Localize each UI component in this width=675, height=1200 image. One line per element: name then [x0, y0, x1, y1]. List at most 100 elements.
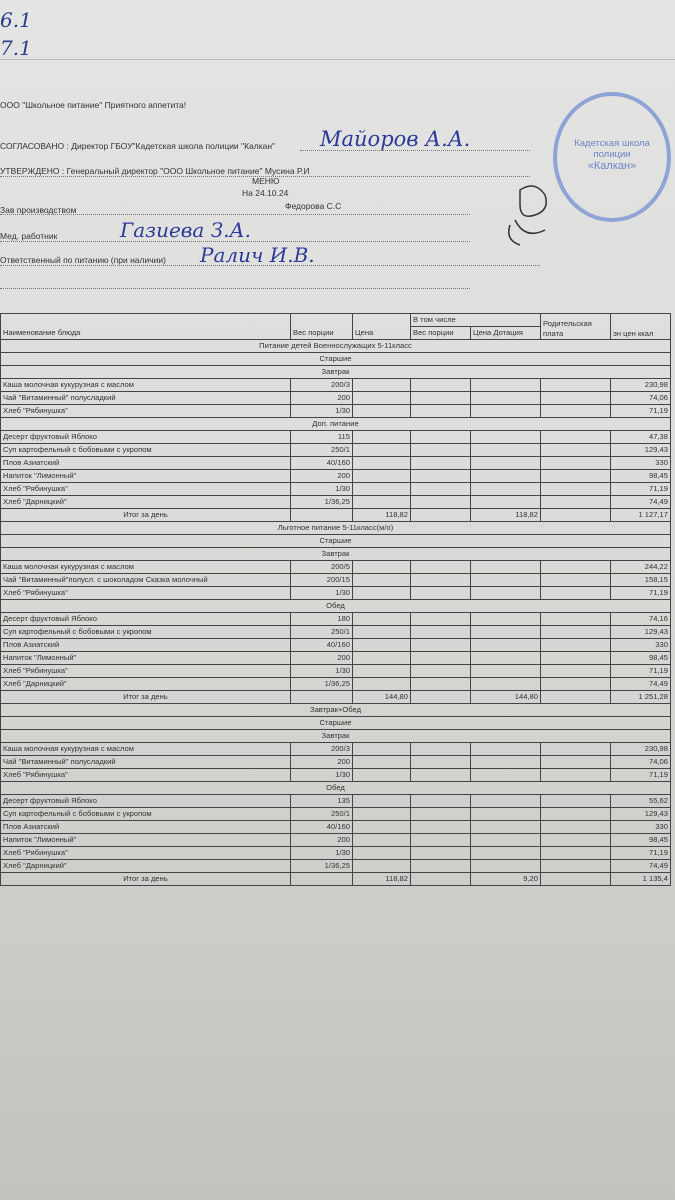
dish-name: Хлеб "Дарницкий"	[0, 859, 291, 873]
table-row: Каша молочная кукурузная с маслом 200/3 23…	[0, 378, 671, 392]
portion-weight: 1/30	[290, 768, 353, 782]
production-label: Зав производством	[0, 205, 77, 215]
dish-name: Хлеб "Рябинушка"	[0, 586, 291, 600]
dish-name: Каша молочная кукурузная с маслом	[0, 560, 291, 574]
table-row: Каша молочная кукурузная с маслом 200/3 23…	[0, 742, 671, 756]
parent-fee-cell	[540, 638, 611, 652]
menu-table: Наименование блюда Вес порции Цена В том…	[0, 313, 671, 886]
price-cell	[352, 378, 411, 392]
parent-fee-cell	[540, 560, 611, 574]
price-cell	[352, 560, 411, 574]
section-title: Завтрак	[0, 729, 671, 743]
energy-value: 74,16	[610, 612, 671, 626]
section-row: Льготное питание 5-11класс(м/о)	[0, 521, 671, 535]
portion-weight: 40/160	[290, 638, 353, 652]
inc-price-cell	[470, 807, 541, 821]
dish-name: Хлеб "Рябинушка"	[0, 846, 291, 860]
table-row: Напиток "Лимонный" 200 98,45	[0, 833, 671, 847]
table-row: Суп картофельный с бобовыми с укропом 250…	[0, 625, 671, 639]
medic-signature: Газиева З.А.	[120, 218, 252, 242]
portion-weight: 200	[290, 755, 353, 769]
production-name: Федорова С.С	[285, 201, 342, 211]
price-cell	[352, 443, 411, 457]
dish-name: Десерт фруктовый Яблоко	[0, 612, 291, 626]
portion-weight: 1/30	[290, 482, 353, 496]
parent-fee-cell	[540, 664, 611, 678]
agreed-signature: Майоров А.А.	[320, 127, 471, 151]
inc-weight-cell	[410, 807, 471, 821]
col-header-name: Наименование блюда	[0, 313, 291, 340]
energy-value: 330	[610, 638, 671, 652]
col-header-weight: Вес порции	[290, 313, 353, 340]
portion-weight: 200/3	[290, 378, 353, 392]
price-cell	[352, 430, 411, 444]
table-row: Хлеб "Дарницкий" 1/36,25 74,49	[0, 859, 671, 873]
inc-price-cell	[470, 456, 541, 470]
parent-fee-cell	[540, 508, 611, 522]
price-cell	[352, 469, 411, 483]
parent-fee-cell	[540, 677, 611, 691]
energy-value: 129,43	[610, 443, 671, 457]
parent-fee-cell	[540, 456, 611, 470]
total-price: 118,82	[352, 872, 411, 886]
parent-fee-cell	[540, 430, 611, 444]
energy-value: 71,19	[610, 768, 671, 782]
inc-price-cell	[470, 677, 541, 691]
portion-weight: 200/5	[290, 560, 353, 574]
dish-name: Чай "Витаминный" полусладкий	[0, 391, 291, 405]
inc-weight-cell	[410, 872, 471, 886]
inc-weight-cell	[410, 456, 471, 470]
total-label: Итог за день	[0, 872, 291, 886]
total-subsidy: 9,20	[470, 872, 541, 886]
energy-value: 330	[610, 820, 671, 834]
inc-price-cell	[470, 495, 541, 509]
portion-weight: 200	[290, 651, 353, 665]
inc-weight-cell	[410, 586, 471, 600]
price-cell	[352, 664, 411, 678]
portion-weight: 250/1	[290, 625, 353, 639]
price-cell	[352, 794, 411, 808]
inc-price-cell	[470, 573, 541, 587]
price-cell	[352, 638, 411, 652]
stamp-text: Кадетская школа	[574, 138, 650, 149]
table-row: Напиток "Лимонный" 200 98,45	[0, 651, 671, 665]
inc-weight-cell	[410, 495, 471, 509]
parent-fee-cell	[540, 391, 611, 405]
total-energy: 1 135,4	[610, 872, 671, 886]
price-cell	[352, 482, 411, 496]
inc-weight-cell	[410, 677, 471, 691]
table-row: Хлеб "Рябинушка" 1/30 71,19	[0, 846, 671, 860]
table-row: Суп картофельный с бобовыми с укропом 250…	[0, 807, 671, 821]
inc-weight-cell	[410, 508, 471, 522]
table-row: Хлеб "Рябинушка" 1/30 71,19	[0, 404, 671, 418]
parent-fee-cell	[540, 807, 611, 821]
section-row: Старшие	[0, 716, 671, 730]
parent-fee-cell	[540, 625, 611, 639]
portion-weight: 180	[290, 612, 353, 626]
inc-price-cell	[470, 742, 541, 756]
portion-weight: 1/30	[290, 846, 353, 860]
inc-weight-cell	[410, 625, 471, 639]
section-title: Старшие	[0, 716, 671, 730]
inc-price-cell	[470, 664, 541, 678]
energy-value: 74,49	[610, 495, 671, 509]
inc-price-cell	[470, 833, 541, 847]
portion-weight: 250/1	[290, 443, 353, 457]
section-row: Питание детей Военнослужащих 5-11класс	[0, 339, 671, 353]
energy-value: 71,19	[610, 586, 671, 600]
parent-fee-cell	[540, 846, 611, 860]
portion-weight: 200/15	[290, 573, 353, 587]
table-row: Чай "Витаминный" полусладкий 200 74,06	[0, 391, 671, 405]
energy-value: 98,45	[610, 469, 671, 483]
inc-weight-cell	[410, 378, 471, 392]
section-row: Завтрак	[0, 547, 671, 561]
inc-weight-cell	[410, 820, 471, 834]
col-header-inc-price: Цена Дотация	[470, 326, 541, 340]
portion-weight: 40/160	[290, 456, 353, 470]
dish-name: Хлеб "Рябинушка"	[0, 664, 291, 678]
previous-page-edge	[0, 0, 675, 60]
agreed-line: СОГЛАСОВАНО : Директор ГБОУ"Кадетская шк…	[0, 141, 276, 151]
price-cell	[352, 755, 411, 769]
section-title: Старшие	[0, 534, 671, 548]
total-energy: 1 251,28	[610, 690, 671, 704]
